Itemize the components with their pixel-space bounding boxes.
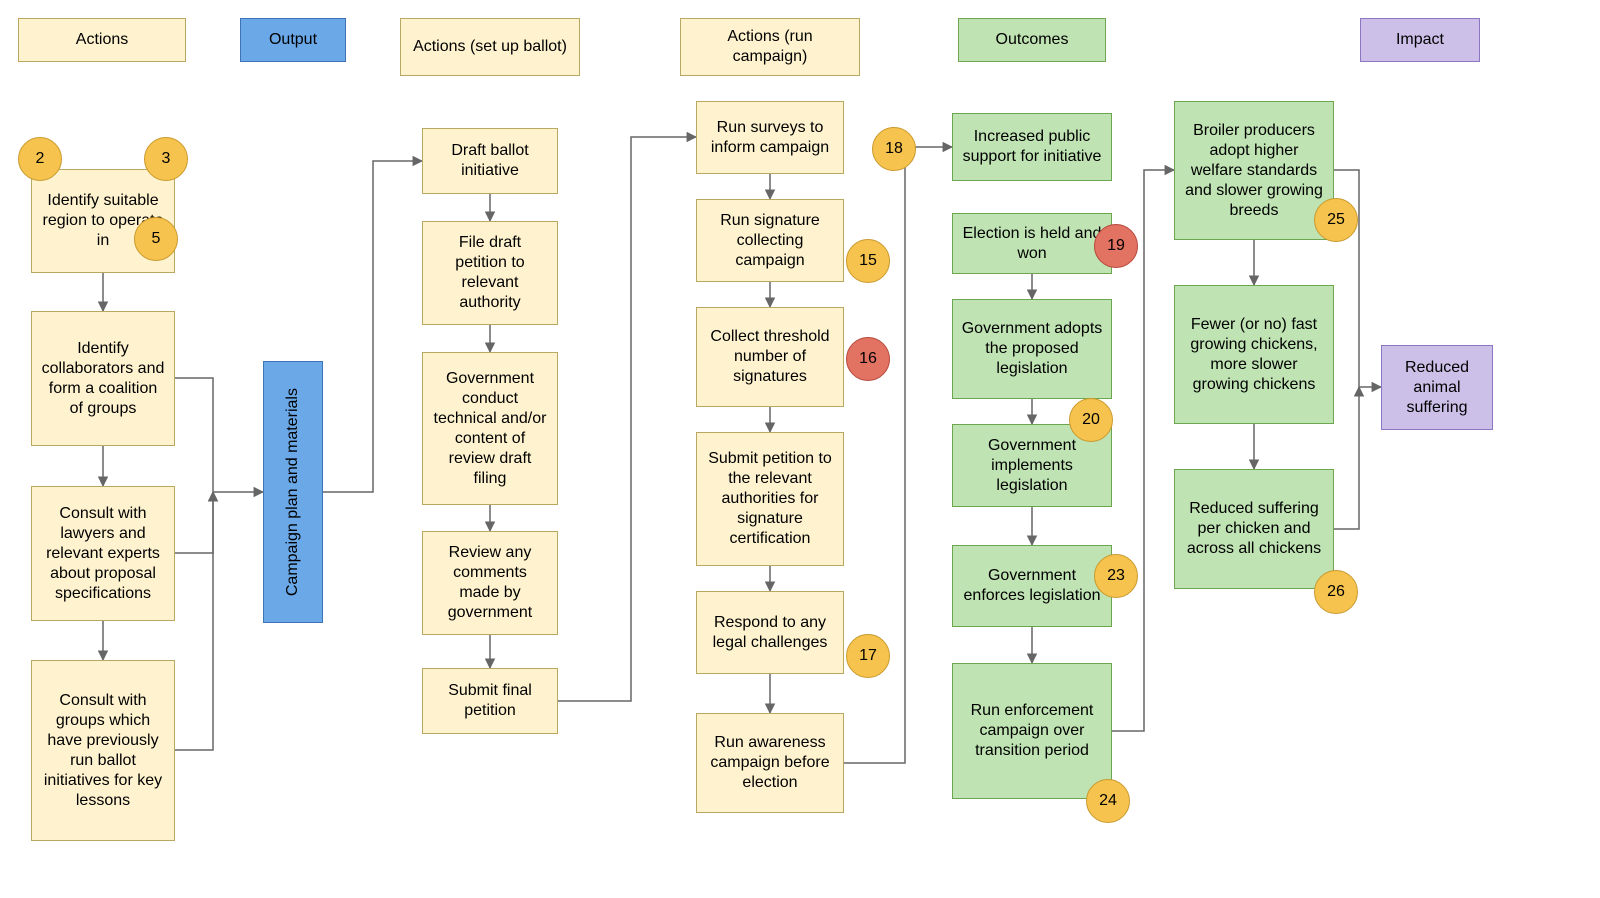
node-b4-label: Review any comments made by government: [431, 543, 549, 623]
flowchart-stage: Actions Output Actions (set up ballot) Acti…: [0, 0, 1600, 898]
badge-24: 24: [1086, 779, 1130, 823]
node-a2-label: Identify collaborators and form a coalit…: [40, 339, 166, 419]
node-a3-label: Consult with lawyers and relevant expert…: [40, 504, 166, 604]
header-h-impact: Impact: [1360, 18, 1480, 62]
node-a4-label: Consult with groups which have previousl…: [40, 691, 166, 811]
edge-4: [175, 492, 213, 553]
node-c1-label: Run surveys to inform campaign: [705, 118, 835, 158]
node-i3: Reduced suffering per chicken and across…: [1174, 469, 1334, 589]
node-o3: Government adopts the proposed legislati…: [952, 299, 1112, 399]
node-o1: Increased public support for initiative: [952, 113, 1112, 181]
node-c6: Run awareness campaign before election: [696, 713, 844, 813]
node-c2: Run signature collecting campaign: [696, 199, 844, 282]
header-h-actions-camp: Actions (run campaign): [680, 18, 860, 76]
node-o3-label: Government adopts the proposed legislati…: [961, 319, 1103, 379]
node-b1-label: Draft ballot initiative: [431, 141, 549, 181]
node-b5: Submit final petition: [422, 668, 558, 734]
node-o6: Run enforcement campaign over transition…: [952, 663, 1112, 799]
node-a4: Consult with groups which have previousl…: [31, 660, 175, 841]
badge-5: 5: [134, 217, 178, 261]
node-b3-label: Government conduct technical and/or cont…: [431, 369, 549, 489]
badge-17: 17: [846, 634, 890, 678]
node-o2: Election is held and won: [952, 213, 1112, 274]
node-c1: Run surveys to inform campaign: [696, 101, 844, 174]
node-o5-label: Government enforces legislation: [961, 566, 1103, 606]
node-c6-label: Run awareness campaign before election: [705, 733, 835, 793]
node-i1: Broiler producers adopt higher welfare s…: [1174, 101, 1334, 240]
node-c4: Submit petition to the relevant authorit…: [696, 432, 844, 566]
node-i1-label: Broiler producers adopt higher welfare s…: [1183, 121, 1325, 221]
badge-18: 18: [872, 127, 916, 171]
node-c3: Collect threshold number of signatures: [696, 307, 844, 407]
edge-26: [1334, 387, 1359, 529]
node-c5: Respond to any legal challenges: [696, 591, 844, 674]
header-h-actions-camp-label: Actions (run campaign): [689, 27, 851, 67]
badge-25: 25: [1314, 198, 1358, 242]
node-o6-label: Run enforcement campaign over transition…: [961, 701, 1103, 761]
badge-16: 16: [846, 337, 890, 381]
header-h-impact-label: Impact: [1396, 30, 1444, 50]
node-c5-label: Respond to any legal challenges: [705, 613, 835, 653]
badge-15: 15: [846, 239, 890, 283]
node-b2: File draft petition to relevant authorit…: [422, 221, 558, 325]
node-imp-label: Reduced animal suffering: [1390, 358, 1484, 418]
edge-5: [175, 492, 213, 750]
node-o2-label: Election is held and won: [961, 224, 1103, 264]
node-c4-label: Submit petition to the relevant authorit…: [705, 449, 835, 549]
header-h-actions-ballot: Actions (set up ballot): [400, 18, 580, 76]
header-h-actions-ballot-label: Actions (set up ballot): [413, 37, 567, 57]
node-o1-label: Increased public support for initiative: [961, 127, 1103, 167]
node-imp: Reduced animal suffering: [1381, 345, 1493, 430]
header-h-output-label: Output: [269, 30, 317, 50]
node-out-label: Campaign plan and materials: [283, 388, 303, 596]
node-o4-label: Government implements legislation: [961, 436, 1103, 496]
header-h-output: Output: [240, 18, 346, 62]
node-a2: Identify collaborators and form a coalit…: [31, 311, 175, 446]
node-b3: Government conduct technical and/or cont…: [422, 352, 558, 505]
header-h-actions-label: Actions: [76, 30, 128, 50]
node-o5: Government enforces legislation: [952, 545, 1112, 627]
node-b4: Review any comments made by government: [422, 531, 558, 635]
edge-6: [323, 161, 422, 492]
node-i2: Fewer (or no) fast growing chickens, mor…: [1174, 285, 1334, 424]
header-h-outcomes-label: Outcomes: [996, 30, 1069, 50]
node-c3-label: Collect threshold number of signatures: [705, 327, 835, 387]
node-b1: Draft ballot initiative: [422, 128, 558, 194]
badge-2: 2: [18, 137, 62, 181]
header-h-actions: Actions: [18, 18, 186, 62]
badge-20: 20: [1069, 398, 1113, 442]
badge-3: 3: [144, 137, 188, 181]
node-out: Campaign plan and materials: [263, 361, 323, 623]
node-a3: Consult with lawyers and relevant expert…: [31, 486, 175, 621]
node-b5-label: Submit final petition: [431, 681, 549, 721]
node-b2-label: File draft petition to relevant authorit…: [431, 233, 549, 313]
badge-19: 19: [1094, 224, 1138, 268]
edge-3: [175, 378, 263, 492]
node-i2-label: Fewer (or no) fast growing chickens, mor…: [1183, 315, 1325, 395]
badge-26: 26: [1314, 570, 1358, 614]
badge-23: 23: [1094, 554, 1138, 598]
node-i3-label: Reduced suffering per chicken and across…: [1183, 499, 1325, 559]
header-h-outcomes: Outcomes: [958, 18, 1106, 62]
node-c2-label: Run signature collecting campaign: [705, 211, 835, 271]
edge-11: [558, 137, 696, 701]
